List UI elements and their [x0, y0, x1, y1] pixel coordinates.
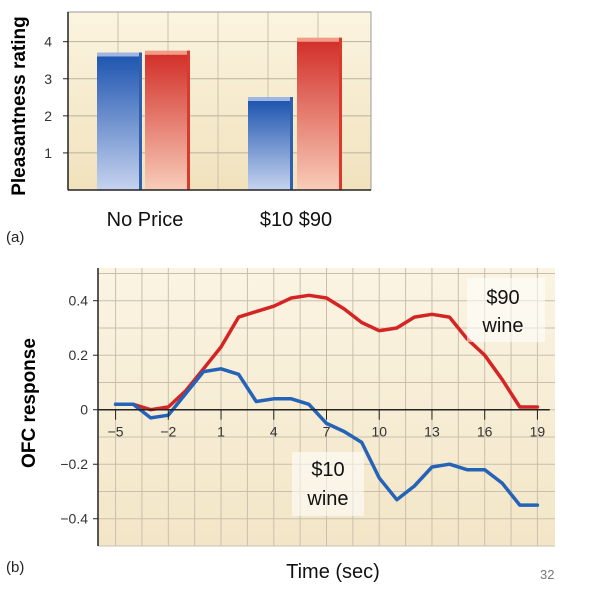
line-ytick-label-0: 0.4 [69, 293, 89, 309]
line-series-1 [113, 367, 540, 507]
panel-b-label: (b) [6, 559, 24, 576]
bar-group-label-1: $10 $90 [260, 209, 332, 231]
line-ytick-label-3: −0.2 [60, 456, 88, 472]
line-ytick-label-4: −0.4 [60, 511, 88, 527]
panel-a-label: (a) [6, 229, 24, 246]
line-chart: −5 −2 1 4 7 10 13 16 19 0.4 0.2 0 −0.2 −0.4 Time (se… [6, 268, 555, 584]
bar-ytick-label-0: 1 [44, 145, 52, 161]
bar-1-0 [248, 101, 293, 190]
bar-top-1-0 [248, 97, 293, 101]
line-xtick-label-5: 10 [371, 424, 387, 440]
series-90-label-line2: wine [481, 315, 523, 337]
series-90-label-bg [467, 278, 545, 342]
bar-0-0 [97, 56, 142, 190]
bar-edge-0-1 [187, 50, 190, 191]
line-xtick-label-8: 19 [530, 424, 546, 440]
bar-top-0-1 [145, 50, 190, 55]
line-xtick-label-3: 4 [270, 424, 278, 440]
line-xtick-label-4: 7 [323, 424, 331, 440]
bar-edge-0-0 [139, 52, 142, 190]
bar-ytick-label-3: 4 [44, 34, 52, 50]
line-xtick-label-7: 16 [477, 424, 493, 440]
panel-b-xlabel: Time (sec) [286, 561, 380, 583]
series-90-label-line1: $90 [486, 287, 519, 309]
series-10-label-line2: wine [306, 488, 348, 510]
line-ytick-label-2: 0 [80, 402, 88, 418]
series-10-label-line1: $10 [311, 459, 344, 481]
bar-0-1 [145, 54, 190, 191]
line-xtick-label-2: 1 [217, 424, 225, 440]
bar-ytick-label-1: 2 [44, 108, 52, 124]
line-xtick-label-6: 13 [424, 424, 440, 440]
bar-top-0-0 [97, 52, 142, 57]
panel-b-xlabel-band [265, 550, 405, 584]
bar-chart: 1 2 3 4 No Price $10 $90 (a) [6, 11, 372, 246]
series-10-label-bg [292, 452, 364, 516]
bar-edge-1-1 [339, 37, 342, 190]
line-xtick-label-0: −5 [108, 424, 124, 440]
slide-number: 32 [540, 567, 554, 582]
panel-a-xlabel-band [88, 198, 358, 234]
bar-1-1 [297, 41, 342, 190]
bar-top-1-1 [297, 37, 342, 42]
line-xtick-label-1: −2 [160, 424, 176, 440]
bar-group-label-0: No Price [107, 209, 184, 231]
line-ytick-label-1: 0.2 [69, 347, 89, 363]
bar-ytick-label-2: 3 [44, 71, 52, 87]
bar-edge-1-0 [290, 97, 293, 190]
